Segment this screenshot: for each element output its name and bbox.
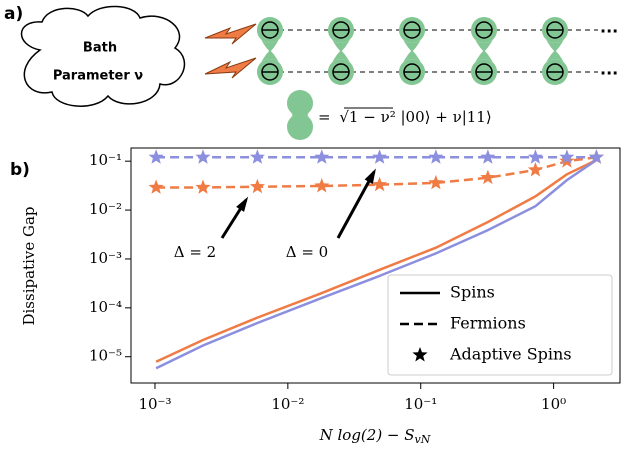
x-label-part: N log(2) − S <box>319 426 415 444</box>
legend-label: Adaptive Spins <box>449 345 572 364</box>
y-tick-label: 10⁻¹ <box>89 151 122 169</box>
equation-part: = <box>318 108 331 126</box>
diagram: a) Bath Parameter ν ... ... = √1 − ν² |0… <box>4 4 618 126</box>
x-tick-label: 10⁰ <box>541 395 566 413</box>
site-lobe <box>257 30 283 52</box>
x-tick-label: 10⁻¹ <box>404 395 437 413</box>
arrow-head <box>364 168 376 184</box>
equation-part: 1 − ν² <box>349 108 396 126</box>
site-lobe <box>542 30 568 52</box>
cloud <box>20 5 186 107</box>
cloud-text: Parameter ν <box>53 69 143 84</box>
star-marker <box>249 149 265 164</box>
series-line <box>156 156 597 189</box>
star-marker <box>428 174 444 190</box>
star-marker <box>314 149 330 164</box>
site-lobe <box>328 30 354 52</box>
star-marker <box>480 169 496 185</box>
y-tick-label: 10⁻⁴ <box>89 298 122 316</box>
site-lobe <box>287 114 313 140</box>
chart-frame: b) Dissipative Gap N log(2) − SvN Δ = 2 … <box>10 160 431 446</box>
site-lobe <box>287 90 313 116</box>
legend-swatch <box>412 347 428 362</box>
ellipsis: ... <box>600 60 618 79</box>
arrow <box>336 171 376 239</box>
series-line <box>155 159 598 370</box>
x-tick-label: 10⁻² <box>271 395 304 413</box>
y-tick-label: 10⁻² <box>89 200 122 218</box>
lightning <box>204 57 257 79</box>
star-marker <box>527 162 544 177</box>
y-tick-label: 10⁻⁵ <box>89 347 122 365</box>
y-axis-label: Dissipative Gap <box>20 206 38 325</box>
equation-part: √ <box>339 108 349 126</box>
star-marker <box>559 149 575 164</box>
star-marker <box>527 149 544 164</box>
x-tick-label: 10⁻³ <box>138 395 171 413</box>
equation-part: |00⟩ + ν|11⟩ <box>400 108 491 126</box>
site-lobe <box>471 30 497 52</box>
star-marker <box>195 179 211 194</box>
annotation: Δ = 0 <box>286 243 328 261</box>
star-marker <box>480 149 496 164</box>
star-marker <box>148 149 164 164</box>
site-lobe <box>471 50 497 72</box>
panel-label: b) <box>10 160 30 180</box>
series-line <box>155 158 597 363</box>
y-tick-label: 10⁻³ <box>89 249 122 267</box>
equation: = √1 − ν² |00⟩ + ν|11⟩ <box>318 108 492 126</box>
ellipsis: ... <box>600 18 618 37</box>
site-lobe <box>328 50 354 72</box>
site-lobe <box>542 50 568 72</box>
star-marker <box>195 149 211 164</box>
x-axis-label: N log(2) − SvN <box>319 426 431 446</box>
arrow-head <box>236 196 249 212</box>
plot-frame <box>130 147 621 384</box>
star-marker <box>372 149 388 164</box>
cloud-text: Bath <box>83 41 117 56</box>
lightning <box>204 23 257 45</box>
star-marker <box>314 178 330 193</box>
site-lobe <box>399 30 425 52</box>
panel-label: a) <box>4 4 23 24</box>
star-marker <box>148 179 164 194</box>
site-lobe <box>399 50 425 72</box>
x-label-part: vN <box>415 433 431 446</box>
annotation: Δ = 2 <box>174 243 216 261</box>
star-marker <box>249 178 265 194</box>
star-marker <box>588 149 604 164</box>
legend-box <box>387 274 613 376</box>
site-lobe <box>287 105 313 127</box>
legend-label: Spins <box>450 283 495 302</box>
legend-label: Fermions <box>450 314 526 333</box>
star-marker <box>372 176 388 192</box>
star-marker <box>428 149 444 164</box>
site-lobe <box>257 50 283 72</box>
